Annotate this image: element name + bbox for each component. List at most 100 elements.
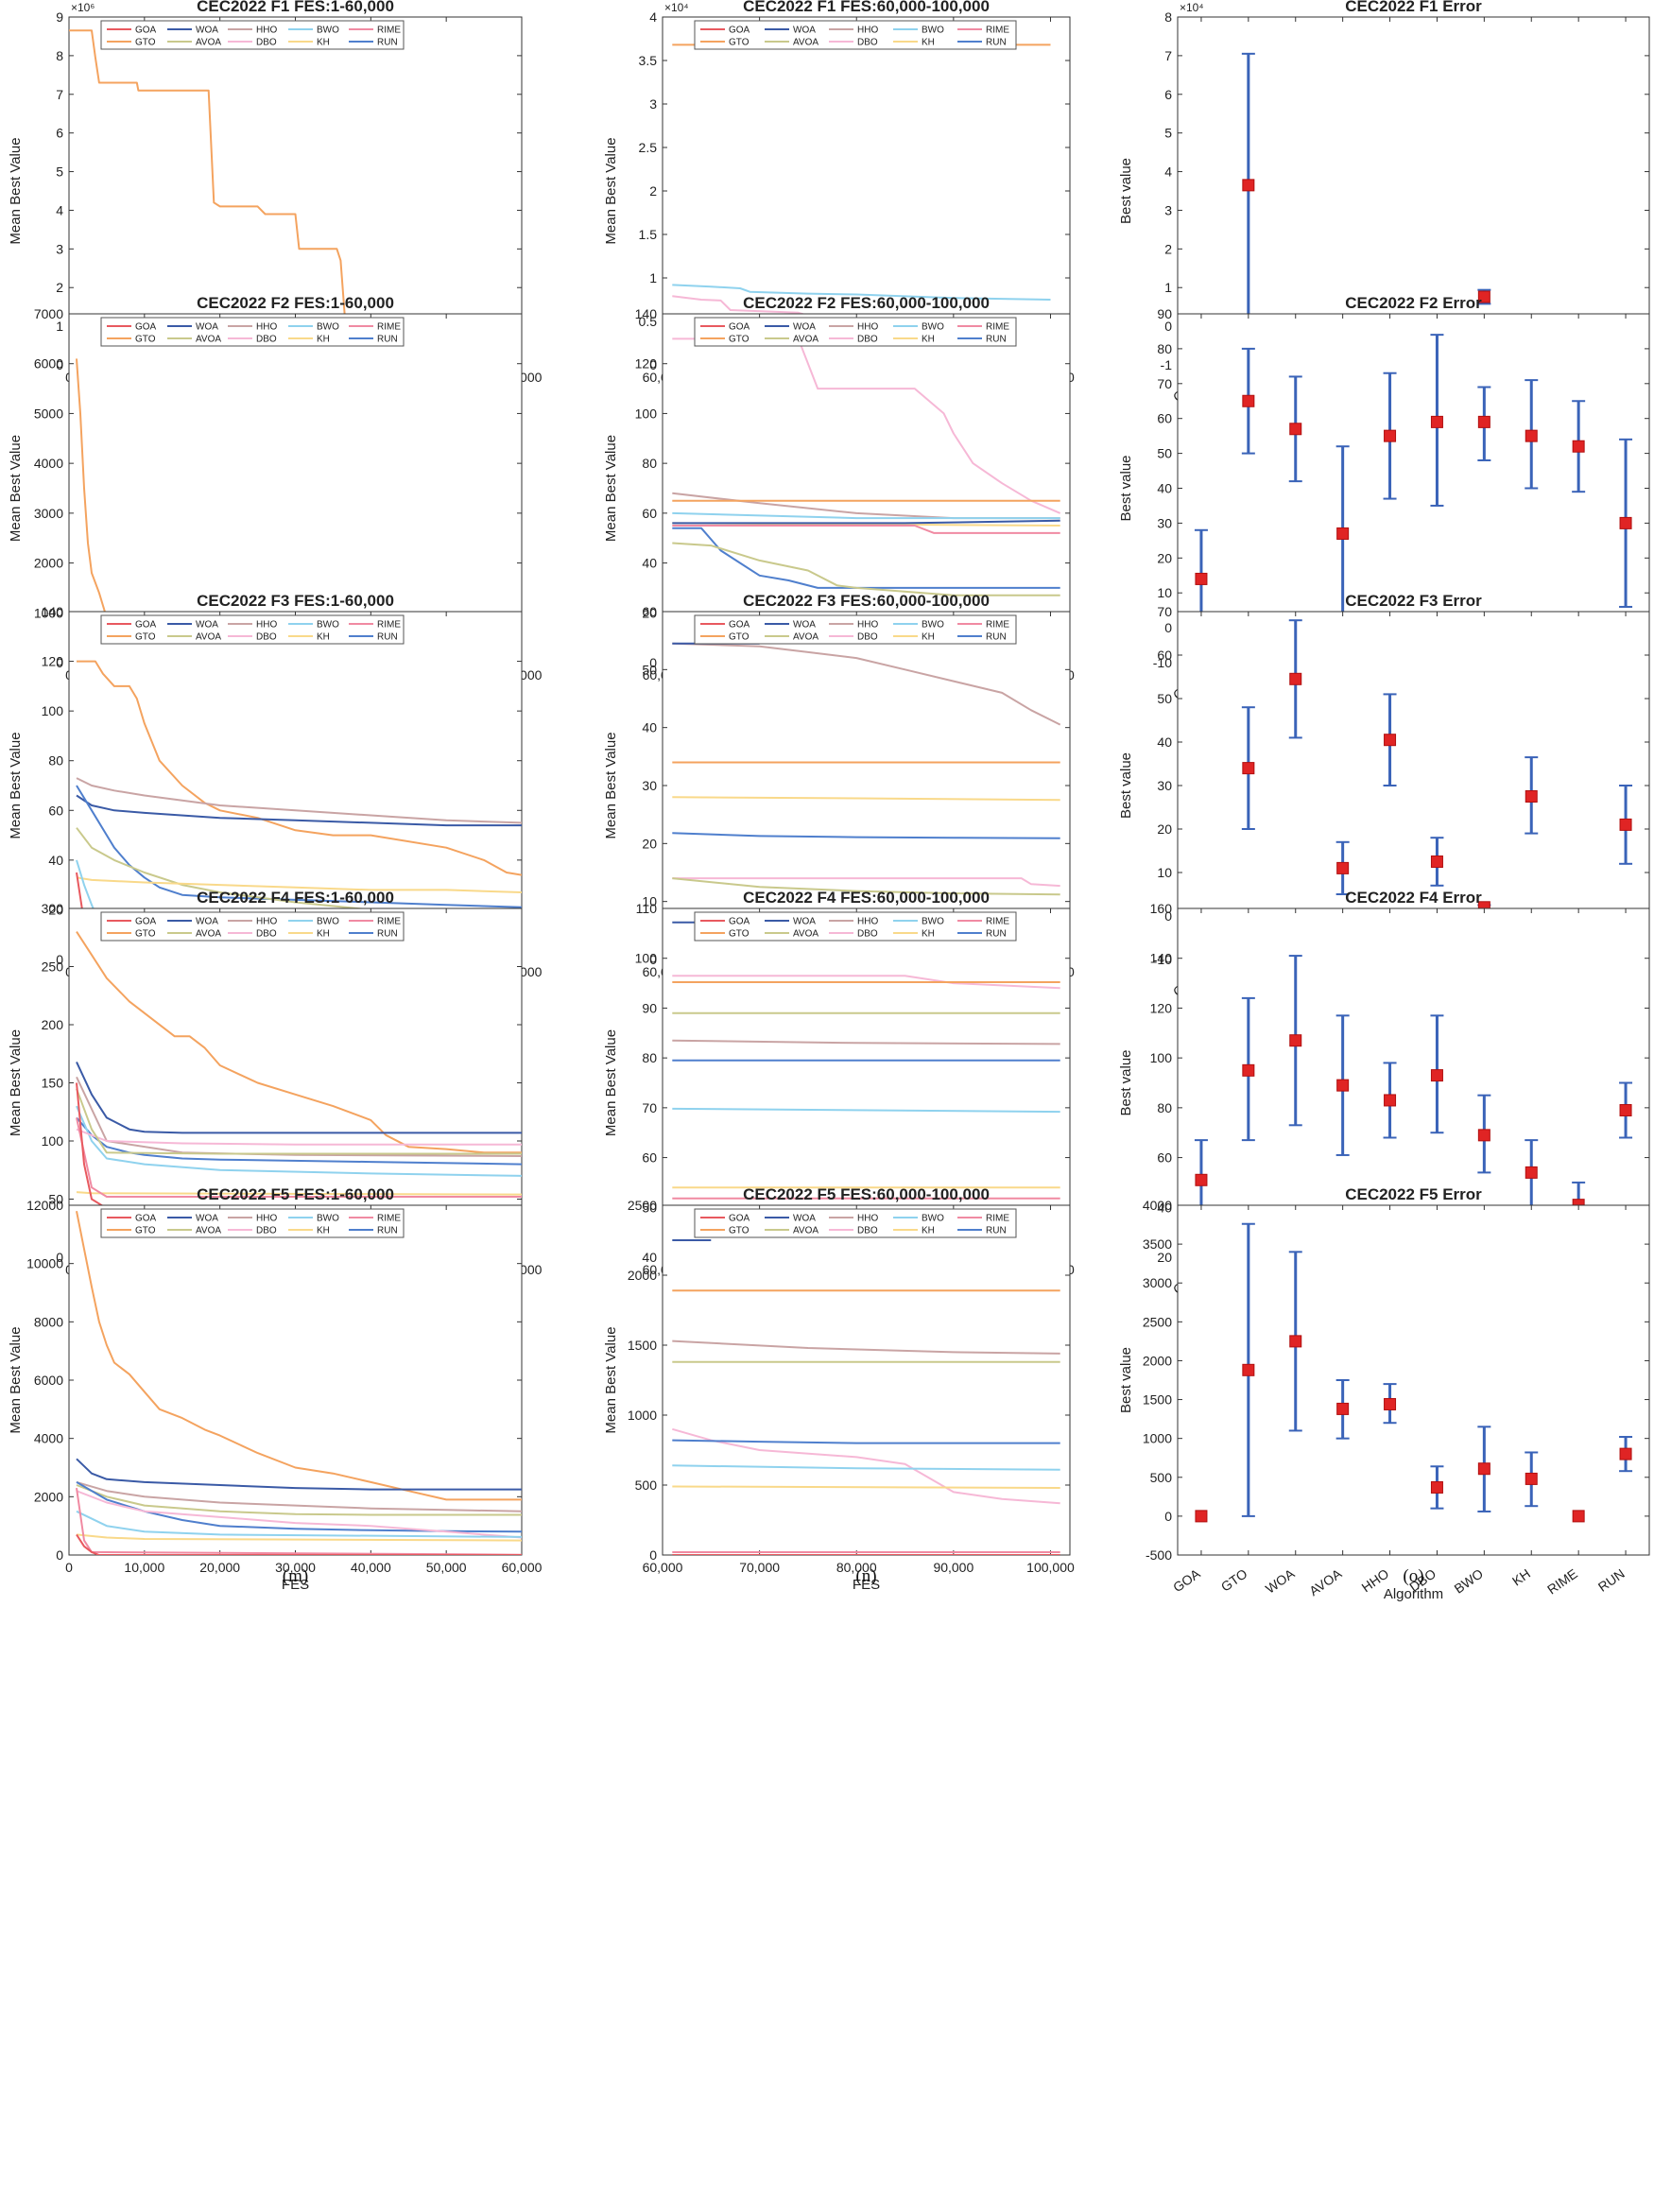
series-line-bwo (76, 1105, 522, 1177)
x-axis-label-n: FES (853, 1577, 880, 1593)
y-tick-label: 2000 (1143, 1353, 1172, 1368)
legend-label-rime: RIME (377, 917, 401, 927)
y-tick-label: 50 (642, 1200, 657, 1215)
mean-marker-kh (1525, 429, 1538, 442)
chart-title-h: CEC2022 F3 FES:60,000-100,000 (743, 592, 990, 610)
mean-marker-run (1619, 1447, 1632, 1460)
series-line-hho (76, 777, 522, 824)
y-tick-label: 0 (56, 655, 63, 670)
legend-e: GOA WOA HHO BWO RIME GTO AVOA DBO KH RUN (694, 317, 1017, 347)
legend-g: GOA WOA HHO BWO RIME GTO AVOA DBO KH RUN (100, 614, 405, 645)
y-tick-label: 6 (1164, 87, 1172, 102)
legend-label-kh: KH (922, 929, 935, 940)
legend-box (694, 1208, 1017, 1238)
legend-n: GOA WOA HHO BWO RIME GTO AVOA DBO KH RUN (694, 1208, 1017, 1238)
y-tick-label: 60 (642, 506, 657, 521)
x-axis-label-m: FES (282, 1577, 309, 1593)
y-tick-label: 1 (1164, 280, 1172, 295)
x-tick-label: GOA (1170, 1565, 1203, 1595)
y-tick-label: 60 (48, 803, 63, 818)
y-axis-label-m: Mean Best Value (8, 1326, 24, 1433)
y-tick-label: 20 (642, 605, 657, 620)
chart-o: CEC2022 F5 Error -500 0 500 1000 1500 2000 2500… (1118, 1185, 1650, 1602)
legend-label-run: RUN (377, 38, 398, 48)
plot-layer-e (672, 337, 1061, 630)
legend-label-avoa: AVOA (793, 1226, 818, 1236)
plot-area-e (662, 313, 1071, 664)
y-tick-label: 10 (1157, 585, 1172, 600)
mean-marker-woa (1289, 423, 1302, 436)
legend-label-woa: WOA (196, 26, 218, 36)
legend-label-dbo: DBO (256, 335, 277, 345)
legend-label-woa: WOA (196, 322, 218, 333)
mean-marker-kh (1525, 1166, 1538, 1179)
y-tick-label: 1000 (34, 605, 63, 620)
series-line-bwo (76, 1510, 522, 1538)
y-tick-label: 120 (42, 654, 64, 669)
series-line-hho (672, 1339, 1060, 1355)
mean-marker-kh (1525, 790, 1538, 803)
series-line-run (672, 527, 1060, 589)
plot-area-i (1177, 611, 1650, 960)
mean-marker-bwo (1477, 1129, 1490, 1142)
y-tick-label: 1 (56, 319, 63, 334)
y-tick-label: 40 (642, 720, 657, 735)
y-tick-label: 40 (1157, 481, 1172, 496)
series-line-dbo (76, 1490, 522, 1539)
y-tick-label: 7 (1164, 48, 1172, 63)
legend-label-hho: HHO (256, 1214, 277, 1224)
y-tick-label: 0 (1164, 319, 1172, 334)
y-tick-label: 3 (1164, 202, 1172, 217)
series-line-dbo (672, 877, 1060, 888)
y-tick-label: 70 (642, 1100, 657, 1115)
legend-label-gto: GTO (135, 1226, 156, 1236)
y-tick-label: 2500 (1143, 1314, 1172, 1329)
legend-label-woa: WOA (793, 620, 816, 631)
subfigure-caption-m: (m) (283, 1566, 308, 1586)
plot-layer-m (76, 1211, 522, 1555)
x-tick-label: 50,000 (426, 1560, 467, 1575)
series-line-hho (672, 642, 1061, 726)
legend-box (100, 20, 405, 50)
mean-marker-avoa (1336, 1402, 1350, 1415)
y-axis-label-d: Mean Best Value (8, 435, 24, 542)
legend-label-avoa: AVOA (196, 335, 221, 345)
mean-marker-run (1619, 516, 1632, 529)
series-line-kh (76, 876, 522, 893)
y-tick-label: 9 (56, 9, 63, 25)
x-tick-label: 90,000 (933, 1560, 973, 1575)
y-tick-label: -10 (1153, 952, 1172, 967)
y-tick-label: 60 (642, 604, 657, 619)
series-line-woa (76, 1061, 522, 1134)
legend-k: GOA WOA HHO BWO RIME GTO AVOA DBO KH RUN (694, 911, 1017, 942)
legend-label-goa: GOA (729, 26, 750, 36)
legend-m: GOA WOA HHO BWO RIME GTO AVOA DBO KH RUN (100, 1208, 405, 1238)
legend-label-hho: HHO (857, 917, 878, 927)
series-line-kh (76, 1533, 522, 1542)
y-tick-label: 300 (42, 901, 64, 916)
plot-layer-j (76, 931, 522, 1211)
y-tick-label: 80 (642, 456, 657, 471)
legend-label-run: RUN (377, 1226, 398, 1236)
chart-e: CEC2022 F2 FES:60,000-100,000 0 20 40 60 80 10… (603, 294, 1075, 700)
y-tick-label: 4000 (1143, 1198, 1172, 1213)
plot-area-c (1177, 16, 1650, 366)
mean-marker-hho (1384, 429, 1397, 442)
y-tick-label: 0 (649, 952, 657, 967)
y-tick-label: 2 (649, 183, 657, 199)
mean-marker-bwo (1477, 290, 1490, 303)
plot-area-l (1177, 907, 1650, 1258)
chart-title-b: CEC2022 F1 FES:60,000-100,000 (743, 0, 990, 15)
legend-label-avoa: AVOA (793, 929, 818, 940)
y-tick-label: 60 (1157, 411, 1172, 426)
y-axis-label-n: Mean Best Value (603, 1326, 619, 1433)
legend-label-hho: HHO (256, 26, 277, 36)
y-tick-label: 140 (635, 306, 658, 321)
legend-label-run: RUN (986, 335, 1007, 345)
y-tick-label: 500 (1150, 1470, 1173, 1485)
y-tick-label: 3 (56, 241, 63, 256)
series-line-run (76, 1116, 522, 1166)
mean-marker-hho (1384, 1397, 1397, 1410)
chart-title-i: CEC2022 F3 Error (1345, 592, 1482, 610)
x-tick-label: RUN (1595, 1565, 1628, 1595)
